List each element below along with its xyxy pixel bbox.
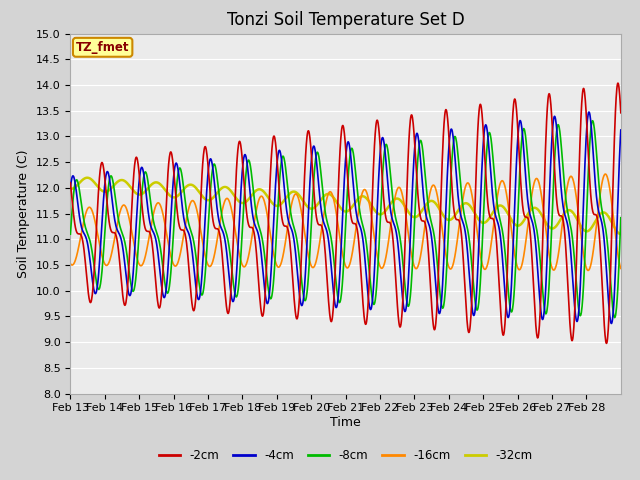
X-axis label: Time: Time <box>330 416 361 429</box>
Legend: -2cm, -4cm, -8cm, -16cm, -32cm: -2cm, -4cm, -8cm, -16cm, -32cm <box>154 444 537 467</box>
Y-axis label: Soil Temperature (C): Soil Temperature (C) <box>17 149 30 278</box>
Title: Tonzi Soil Temperature Set D: Tonzi Soil Temperature Set D <box>227 11 465 29</box>
Text: TZ_fmet: TZ_fmet <box>76 41 129 54</box>
